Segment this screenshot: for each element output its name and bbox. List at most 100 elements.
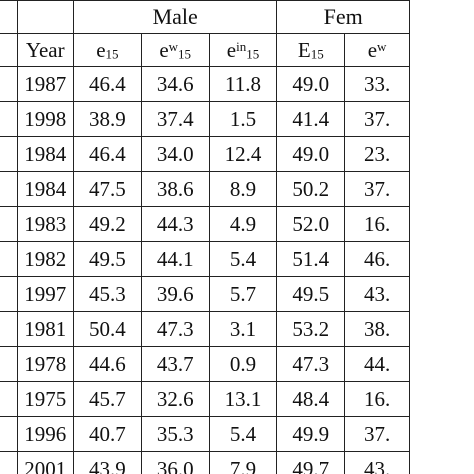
table-row: 1997 45.3 39.6 5.7 49.5 43. (0, 276, 410, 312)
year-cell: 1987 (16, 66, 74, 102)
male-col-header-2: ew15 (140, 33, 210, 67)
value-cell: 49.5 (276, 276, 346, 312)
country-cell (0, 276, 18, 312)
table-row: 1984 46.4 34.0 12.4 49.0 23. (0, 136, 410, 172)
value-cell: 37.4 (140, 101, 210, 137)
value-cell: 4.9 (208, 206, 278, 242)
value-cell: 1.5 (208, 101, 278, 137)
table-row: 1975 45.7 32.6 13.1 48.4 16. (0, 381, 410, 417)
table-row: 1987 46.4 34.6 11.8 49.0 33. (0, 66, 410, 102)
value-cell: 46.4 (73, 136, 142, 172)
value-cell: 36.0 (140, 451, 210, 474)
male-group-header: Male (72, 0, 278, 34)
country-cell (0, 206, 18, 242)
year-cell: 1978 (16, 346, 74, 382)
value-cell: 44.6 (73, 346, 142, 382)
value-cell: 49.5 (73, 241, 142, 277)
value-cell: 45.3 (73, 276, 142, 312)
value-cell: 23. (344, 136, 410, 172)
value-cell: 38. (344, 311, 410, 347)
year-cell: 2001 (16, 451, 74, 474)
value-cell: 49.7 (276, 451, 346, 474)
value-cell: 5.4 (208, 241, 278, 277)
female-group-header: Fem (276, 0, 410, 34)
value-cell: 34.0 (140, 136, 210, 172)
value-cell: 5.4 (208, 416, 278, 452)
country-cell (0, 66, 18, 102)
male-col-header-3: ein15 (208, 33, 278, 67)
value-cell: 48.4 (276, 381, 346, 417)
year-cell: 1997 (16, 276, 74, 312)
value-cell: 47.3 (140, 311, 210, 347)
male-col-header-1: e15 (73, 33, 142, 67)
value-cell: 47.3 (276, 346, 346, 382)
value-cell: 39.6 (140, 276, 210, 312)
value-cell: 51.4 (276, 241, 346, 277)
life-expectancy-table: Male Fem Year e15 ew15 ein15 E15 ew 1987… (0, 0, 410, 474)
column-header-row: Year e15 ew15 ein15 E15 ew (0, 33, 410, 67)
value-cell: 40.7 (73, 416, 142, 452)
year-cell: 1975 (16, 381, 74, 417)
value-cell: 0.9 (208, 346, 278, 382)
country-cell: rica (0, 416, 18, 452)
value-cell: 35.3 (140, 416, 210, 452)
corner-cell-year (16, 0, 74, 34)
year-header: Year (16, 33, 74, 67)
female-col-header-2: ew (344, 33, 410, 67)
country-header-cell (0, 33, 18, 67)
value-cell: 49.0 (276, 136, 346, 172)
value-cell: 16. (344, 206, 410, 242)
group-header-row: Male Fem (0, 0, 410, 34)
value-cell: 43.9 (73, 451, 142, 474)
value-cell: 43. (344, 451, 410, 474)
value-cell: 50.2 (276, 171, 346, 207)
value-cell: 13.1 (208, 381, 278, 417)
value-cell: 49.9 (276, 416, 346, 452)
country-cell (0, 136, 18, 172)
table-row: 1978 44.6 43.7 0.9 47.3 44. (0, 346, 410, 382)
country-cell (0, 101, 18, 137)
female-col-header-1: E15 (276, 33, 346, 67)
country-cell (0, 346, 18, 382)
value-cell: 44.1 (140, 241, 210, 277)
year-cell: 1981 (16, 311, 74, 347)
year-cell: 1982 (16, 241, 74, 277)
value-cell: 8.9 (208, 171, 278, 207)
table-row: rica199640.735.35.449.937. (0, 416, 410, 452)
value-cell: 11.8 (208, 66, 278, 102)
value-cell: 37. (344, 416, 410, 452)
table-row: e198249.544.15.451.446. (0, 241, 410, 277)
year-cell: 1983 (16, 206, 74, 242)
value-cell: 41.4 (276, 101, 346, 137)
year-cell: 1998 (16, 101, 74, 137)
value-cell: 3.1 (208, 311, 278, 347)
value-cell: 33. (344, 66, 410, 102)
country-cell: ı (0, 311, 18, 347)
country-cell (0, 381, 18, 417)
value-cell: 46. (344, 241, 410, 277)
value-cell: 49.0 (276, 66, 346, 102)
value-cell: 34.6 (140, 66, 210, 102)
table-row: 2001 43.9 36.0 7.9 49.7 43. (0, 451, 410, 474)
value-cell: 45.7 (73, 381, 142, 417)
value-cell: 38.9 (73, 101, 142, 137)
table-row: 1983 49.2 44.3 4.9 52.0 16. (0, 206, 410, 242)
value-cell: 32.6 (140, 381, 210, 417)
value-cell: 12.4 (208, 136, 278, 172)
value-cell: 43. (344, 276, 410, 312)
value-cell: 46.4 (73, 66, 142, 102)
value-cell: 7.9 (208, 451, 278, 474)
year-cell: 1996 (16, 416, 74, 452)
table-row: 1998 38.9 37.4 1.5 41.4 37. (0, 101, 410, 137)
table-row: 1984 47.5 38.6 8.9 50.2 37. (0, 171, 410, 207)
value-cell: 16. (344, 381, 410, 417)
value-cell: 37. (344, 101, 410, 137)
table-row: ı198150.447.33.153.238. (0, 311, 410, 347)
value-cell: 47.5 (73, 171, 142, 207)
value-cell: 37. (344, 171, 410, 207)
country-cell (0, 171, 18, 207)
value-cell: 49.2 (73, 206, 142, 242)
country-cell: e (0, 241, 18, 277)
country-cell (0, 451, 18, 474)
